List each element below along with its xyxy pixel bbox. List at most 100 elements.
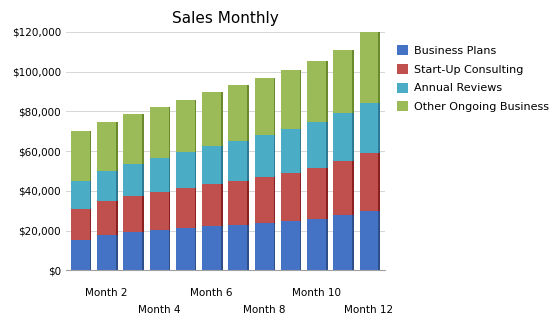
Bar — [178, 228, 196, 270]
Bar — [281, 221, 300, 270]
Bar — [202, 225, 221, 270]
Bar — [178, 152, 196, 188]
Bar — [283, 129, 301, 173]
Bar — [202, 93, 221, 146]
Bar — [204, 184, 223, 225]
Bar — [361, 103, 380, 153]
Bar — [150, 107, 168, 158]
Bar — [360, 103, 378, 153]
Bar — [307, 61, 326, 122]
Bar — [228, 181, 248, 225]
Bar — [71, 209, 90, 240]
Bar — [228, 225, 248, 270]
Bar — [309, 61, 328, 122]
Bar — [333, 215, 352, 270]
Bar — [73, 209, 91, 240]
Text: Month 4: Month 4 — [138, 305, 180, 315]
Bar — [361, 153, 380, 211]
Bar — [281, 129, 300, 173]
Bar — [335, 215, 354, 270]
Bar — [204, 146, 223, 184]
Bar — [176, 188, 195, 228]
Text: Month 12: Month 12 — [344, 305, 394, 315]
Bar — [150, 230, 168, 270]
Bar — [333, 50, 352, 113]
Bar — [230, 141, 249, 181]
Bar — [178, 100, 196, 152]
Bar — [97, 235, 116, 270]
Bar — [335, 161, 354, 215]
Bar — [97, 171, 116, 201]
Bar — [71, 131, 90, 181]
Bar — [99, 201, 118, 235]
Bar — [281, 70, 300, 129]
Bar — [204, 93, 223, 146]
Bar — [99, 235, 118, 270]
Bar — [256, 223, 275, 270]
Bar — [228, 86, 248, 141]
Bar — [360, 211, 378, 270]
Text: Month 2: Month 2 — [85, 288, 128, 298]
Bar — [71, 240, 90, 270]
Bar — [256, 177, 275, 223]
Bar — [256, 78, 275, 135]
Bar — [125, 114, 144, 164]
Bar — [123, 114, 142, 164]
Bar — [228, 141, 248, 181]
Bar — [307, 122, 326, 168]
Text: Month 6: Month 6 — [190, 288, 233, 298]
Bar — [255, 78, 273, 135]
Bar — [176, 228, 195, 270]
Bar — [176, 100, 195, 152]
Bar — [125, 164, 144, 196]
Bar — [283, 70, 301, 129]
Bar — [151, 158, 170, 192]
Bar — [151, 192, 170, 230]
Bar — [307, 219, 326, 270]
Text: Month 10: Month 10 — [292, 288, 341, 298]
Bar — [307, 168, 326, 219]
Bar — [123, 164, 142, 196]
Bar — [204, 225, 223, 270]
Bar — [360, 153, 378, 211]
Bar — [125, 196, 144, 232]
Title: Sales Monthly: Sales Monthly — [172, 11, 279, 26]
Bar — [255, 223, 273, 270]
Bar — [309, 168, 328, 219]
Bar — [151, 107, 170, 158]
Bar — [151, 230, 170, 270]
Bar — [309, 122, 328, 168]
Bar — [97, 122, 116, 171]
Bar — [202, 184, 221, 225]
Bar — [71, 181, 90, 209]
Text: Month 8: Month 8 — [243, 305, 285, 315]
Bar — [99, 122, 118, 171]
Bar — [99, 171, 118, 201]
Bar — [150, 158, 168, 192]
Bar — [123, 232, 142, 270]
Bar — [73, 131, 91, 181]
Bar — [361, 211, 380, 270]
Bar — [361, 32, 380, 103]
Bar — [202, 146, 221, 184]
Bar — [73, 181, 91, 209]
Bar — [123, 196, 142, 232]
Bar — [283, 173, 301, 221]
Bar — [333, 161, 352, 215]
Bar — [230, 86, 249, 141]
Bar — [255, 135, 273, 177]
Bar — [333, 113, 352, 161]
Bar — [97, 201, 116, 235]
Bar — [73, 240, 91, 270]
Bar — [125, 232, 144, 270]
Bar — [281, 173, 300, 221]
Bar — [176, 152, 195, 188]
Bar — [230, 225, 249, 270]
Bar — [255, 177, 273, 223]
Legend: Business Plans, Start-Up Consulting, Annual Reviews, Other Ongoing Business Cons: Business Plans, Start-Up Consulting, Ann… — [394, 42, 550, 115]
Bar — [283, 221, 301, 270]
Bar — [178, 188, 196, 228]
Bar — [309, 219, 328, 270]
Bar — [335, 113, 354, 161]
Bar — [335, 50, 354, 113]
